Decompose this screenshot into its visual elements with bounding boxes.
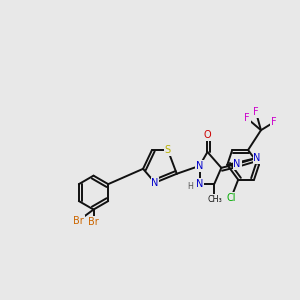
- Text: F: F: [253, 107, 259, 117]
- Text: F: F: [244, 113, 250, 123]
- Text: N: N: [233, 159, 241, 169]
- Text: F: F: [271, 117, 277, 127]
- Text: Br: Br: [88, 217, 99, 227]
- Text: S: S: [165, 145, 171, 155]
- Text: H: H: [188, 182, 194, 191]
- Text: O: O: [204, 130, 211, 140]
- Text: CH₃: CH₃: [207, 195, 222, 204]
- Text: N: N: [253, 153, 261, 163]
- Text: N: N: [196, 179, 203, 189]
- Text: N: N: [151, 178, 159, 188]
- Text: Br: Br: [73, 215, 84, 226]
- Text: N: N: [196, 161, 203, 171]
- Text: Cl: Cl: [226, 193, 236, 202]
